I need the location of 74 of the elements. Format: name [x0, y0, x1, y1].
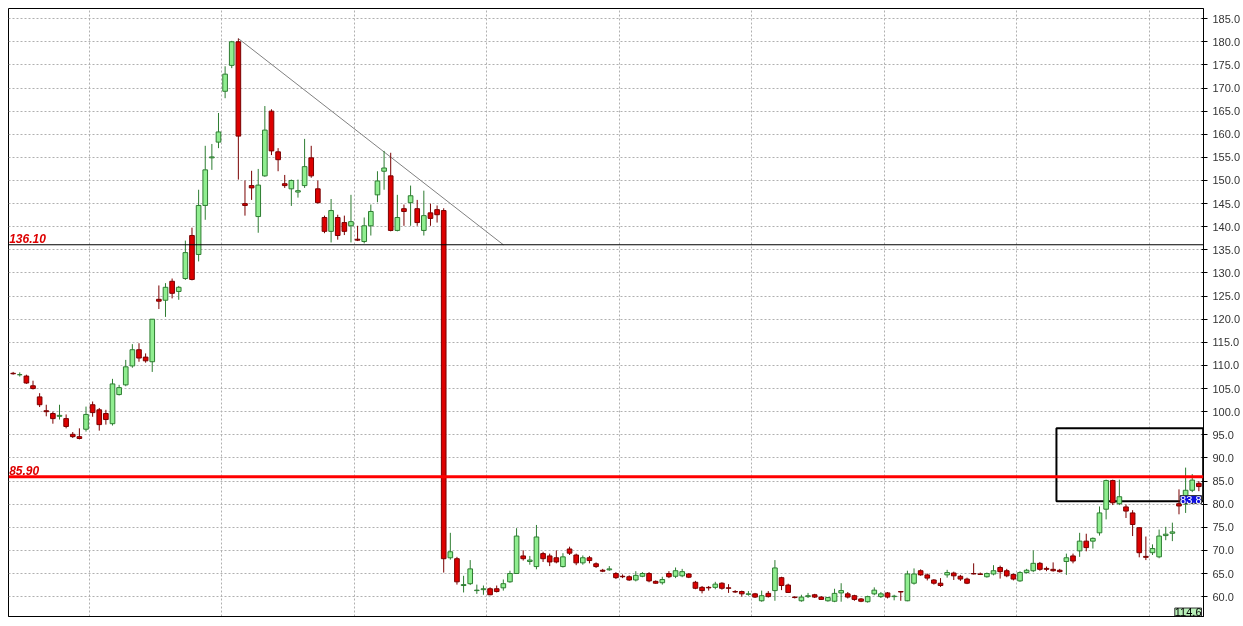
y-tick-label: 110.0 [1212, 359, 1240, 372]
candlestick [222, 65, 228, 99]
candlestick [454, 556, 460, 586]
y-tick-label: 185.0 [1212, 12, 1241, 25]
candlestick [1116, 479, 1123, 506]
candlestick [1076, 532, 1083, 558]
candlestick [215, 112, 222, 149]
candlestick [467, 559, 474, 586]
candlestick [248, 170, 255, 201]
candlestick [129, 343, 136, 369]
candlestick [394, 194, 401, 232]
y-tick-label: 85.0 [1212, 475, 1234, 488]
y-tick-label: 160.0 [1212, 128, 1241, 141]
y-tick-label: 105.0 [1212, 382, 1241, 395]
candlestick [1096, 505, 1103, 537]
candlestick [1176, 488, 1182, 515]
y-tick-label: 125.0 [1212, 290, 1241, 303]
candlestick [315, 180, 321, 205]
candlestick [1196, 480, 1202, 492]
y-tick-label: 145.0 [1212, 197, 1241, 210]
y-tick-label: 75.0 [1212, 521, 1234, 534]
ref-line-label: 85.90 [9, 463, 40, 478]
candlestick [169, 278, 175, 299]
y-tick-label: 60.0 [1212, 590, 1234, 603]
candlestick [1129, 509, 1136, 537]
y-tick-label: 100.0 [1212, 405, 1241, 418]
y-tick-label: 95.0 [1212, 428, 1234, 441]
candlestick [1063, 553, 1070, 576]
annotation: 83.8 [1180, 493, 1202, 506]
y-tick-label: 165.0 [1212, 105, 1241, 118]
candlestick [1109, 479, 1116, 506]
candlestick [242, 180, 248, 217]
candlestick [1169, 522, 1176, 542]
candlestick [1143, 536, 1149, 561]
candlestick [228, 40, 235, 69]
candlestick [308, 145, 315, 179]
y-tick-label: 150.0 [1212, 174, 1241, 187]
candlestick [348, 194, 354, 243]
y-tick-label: 130.0 [1212, 266, 1241, 279]
candlestick [162, 282, 169, 318]
candlestick [414, 199, 421, 227]
ref-line-label: 136.10 [9, 231, 47, 246]
annotation: 114.6 [1174, 606, 1202, 619]
candlestick [295, 179, 301, 199]
candlestick [50, 411, 56, 425]
candlestick [328, 198, 334, 243]
candlestick [301, 138, 308, 189]
candlestick [421, 190, 427, 237]
y-tick-label: 175.0 [1212, 58, 1241, 71]
y-tick-label: 115.0 [1212, 336, 1240, 349]
candlestick [1123, 504, 1129, 519]
candlestick [374, 170, 381, 203]
y-tick-label: 135.0 [1212, 243, 1241, 256]
y-tick-label: 155.0 [1212, 151, 1241, 164]
y-tick-label: 180.0 [1212, 35, 1241, 48]
candlestick [381, 150, 387, 191]
y-tick-label: 70.0 [1212, 544, 1234, 557]
candlestick [83, 406, 89, 433]
y-tick-label: 120.0 [1212, 313, 1241, 326]
candlestick [944, 569, 950, 579]
candlestick [407, 185, 414, 227]
y-tick-label: 140.0 [1212, 220, 1241, 233]
candlestick [1090, 536, 1096, 550]
y-tick-label: 65.0 [1212, 567, 1234, 580]
candlestick [772, 559, 778, 602]
candlestick [447, 532, 454, 561]
y-tick-label: 90.0 [1212, 451, 1234, 464]
candlestick [156, 284, 162, 310]
candlestick [209, 143, 215, 171]
candlestick [288, 179, 295, 207]
candlestick [401, 204, 407, 227]
y-tick-label: 170.0 [1212, 82, 1241, 95]
y-tick-label: 80.0 [1212, 498, 1234, 511]
candlestick [122, 359, 129, 387]
